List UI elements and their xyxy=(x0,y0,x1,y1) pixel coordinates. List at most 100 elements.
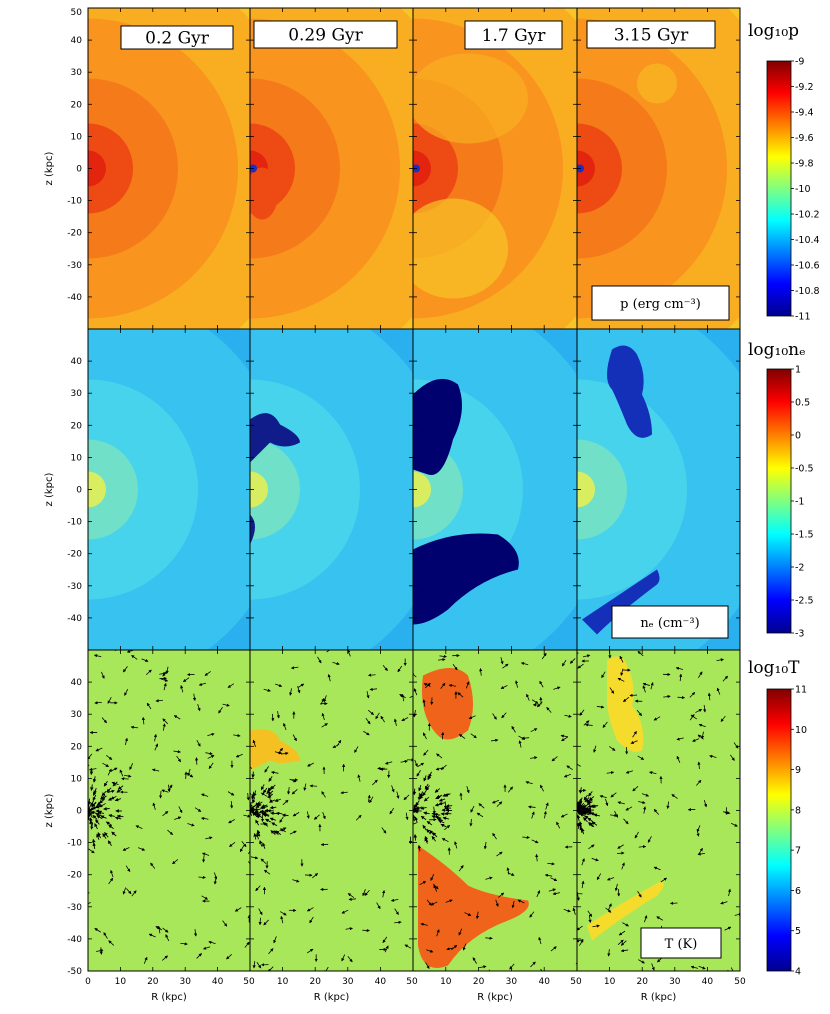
velocity-arrow xyxy=(586,801,593,805)
velocity-arrow xyxy=(538,936,542,945)
panel-r2-c3 xyxy=(576,649,741,972)
velocity-arrow xyxy=(653,866,661,871)
velocity-arrow xyxy=(621,862,625,870)
colorbar-tick-label: -9.8 xyxy=(795,159,814,170)
velocity-arrow xyxy=(610,792,617,798)
colorbar-tick-label: -9.6 xyxy=(795,133,814,144)
velocity-arrow xyxy=(252,739,256,747)
velocity-arrow xyxy=(321,712,325,721)
velocity-arrow xyxy=(291,789,298,795)
velocity-arrow xyxy=(268,799,276,803)
velocity-arrow xyxy=(696,825,701,833)
velocity-arrow xyxy=(141,658,149,662)
colorbar-0: log₁₀p -9 -9.2 -9.4 -9.6 -9.8 -10 -10.2 -10.4 -10… xyxy=(748,21,820,323)
velocity-arrow xyxy=(208,940,216,945)
velocity-arrow xyxy=(500,685,508,689)
colorbar-tick-label: -10 xyxy=(795,184,811,195)
time-label-0: 0.2 Gyr xyxy=(120,25,234,50)
velocity-arrow xyxy=(322,812,326,820)
velocity-arrow xyxy=(492,713,497,720)
y-tick-label: -20 xyxy=(67,550,82,560)
velocity-arrow xyxy=(581,880,585,889)
velocity-arrow xyxy=(620,940,627,946)
velocity-arrow xyxy=(162,718,169,725)
velocity-arrow xyxy=(511,900,515,909)
density-contour xyxy=(250,471,268,508)
time-label-box xyxy=(120,25,234,50)
velocity-arrow xyxy=(90,784,94,791)
panel-r1-c2 xyxy=(412,328,578,651)
y-tick-label: -20 xyxy=(67,871,82,881)
colorbar-tick-label: 7 xyxy=(795,846,801,857)
velocity-arrow xyxy=(250,805,255,811)
velocity-arrow xyxy=(438,657,446,662)
velocity-arrow xyxy=(326,650,333,653)
velocity-arrow xyxy=(638,845,647,849)
velocity-arrow xyxy=(287,787,291,795)
velocity-arrow xyxy=(110,869,114,878)
velocity-arrow xyxy=(173,715,181,720)
cavity xyxy=(413,378,462,476)
velocity-arrow xyxy=(312,873,319,879)
y-tick-label: 10 xyxy=(71,453,83,463)
velocity-arrow xyxy=(92,814,98,820)
x-tick-label: 50 xyxy=(243,977,255,987)
velocity-arrow xyxy=(108,940,115,946)
velocity-arrow xyxy=(451,944,458,951)
velocity-arrow xyxy=(442,816,450,821)
velocity-arrow xyxy=(227,683,235,688)
velocity-arrow xyxy=(563,908,571,913)
x-tick-label: 50 xyxy=(734,977,746,987)
y-axis-label: z (kpc) xyxy=(44,793,55,827)
velocity-arrow xyxy=(517,899,525,904)
velocity-arrow xyxy=(679,673,683,682)
velocity-arrow xyxy=(579,939,584,946)
velocity-arrow xyxy=(196,953,202,959)
velocity-arrow xyxy=(380,715,385,723)
velocity-arrow xyxy=(202,855,206,863)
velocity-arrow xyxy=(596,873,602,881)
colorbar-gradient xyxy=(766,60,792,317)
x-tick-label: 40 xyxy=(212,977,224,987)
velocity-arrow xyxy=(617,851,625,855)
velocity-arrow xyxy=(255,832,260,840)
velocity-arrow xyxy=(520,662,529,666)
velocity-arrow xyxy=(281,813,289,818)
velocity-arrow xyxy=(414,759,418,767)
velocity-arrow xyxy=(716,658,724,662)
velocity-arrow xyxy=(226,954,232,960)
velocity-arrow xyxy=(255,885,261,892)
time-label-box xyxy=(586,20,716,49)
velocity-arrow xyxy=(478,803,485,809)
velocity-arrow xyxy=(485,936,493,940)
velocity-arrow xyxy=(154,743,159,751)
velocity-arrow xyxy=(561,659,567,667)
colorbar-tick-label: -0.5 xyxy=(795,464,814,475)
velocity-arrow xyxy=(235,753,243,758)
velocity-arrow xyxy=(366,691,370,699)
velocity-arrow xyxy=(218,707,223,714)
velocity-arrow xyxy=(422,699,426,707)
velocity-arrow xyxy=(671,794,678,799)
velocity-arrow xyxy=(468,715,476,719)
time-label-box xyxy=(464,20,563,50)
velocity-arrow xyxy=(420,806,427,810)
x-tick-label: 20 xyxy=(309,977,321,987)
velocity-arrow xyxy=(244,941,250,948)
time-label-text: 3.15 Gyr xyxy=(614,26,689,46)
colorbar-tick-label: -10.8 xyxy=(795,286,820,297)
x-tick-label: 10 xyxy=(277,977,289,987)
velocity-arrow xyxy=(577,762,581,767)
velocity-arrow xyxy=(561,736,568,742)
velocity-arrow xyxy=(701,731,705,740)
velocity-arrow xyxy=(268,948,274,955)
velocity-arrow xyxy=(246,793,250,801)
y-tick-label: 40 xyxy=(71,357,83,367)
velocity-arrow xyxy=(187,768,191,777)
velocity-arrow xyxy=(102,833,107,839)
velocity-arrow xyxy=(233,733,241,738)
velocity-arrow xyxy=(530,961,536,968)
velocity-arrow xyxy=(537,701,543,708)
velocity-arrow xyxy=(227,791,235,796)
velocity-arrow xyxy=(173,750,181,754)
